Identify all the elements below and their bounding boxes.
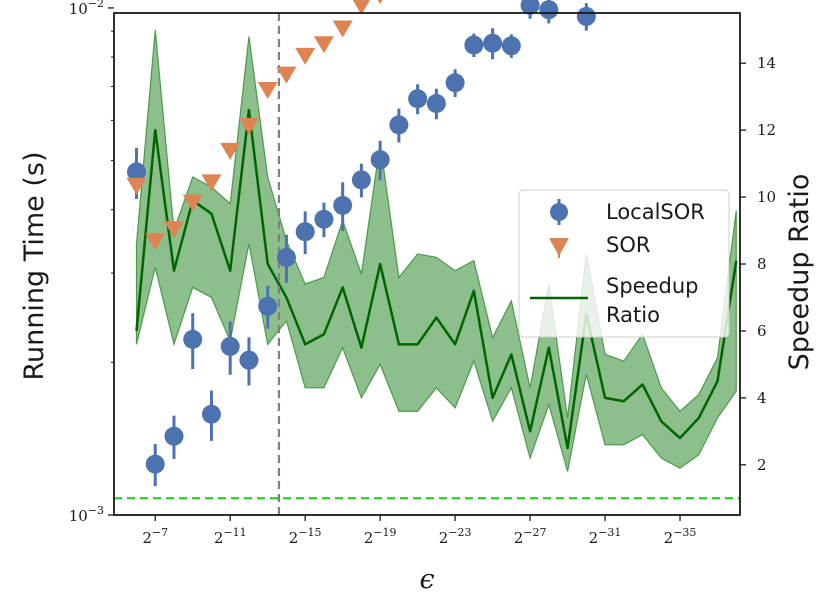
localsor-point bbox=[483, 33, 503, 53]
legend-item-localsor: LocalSOR bbox=[550, 199, 705, 225]
localsor-point bbox=[239, 350, 259, 370]
sor-point bbox=[295, 47, 316, 65]
localsor-point bbox=[445, 73, 465, 93]
legend-item-sor: SOR bbox=[549, 233, 650, 258]
legend-box bbox=[518, 189, 730, 338]
localsor-point bbox=[314, 209, 334, 229]
localsor-point bbox=[520, 0, 540, 15]
x-tick-label: 2−11 bbox=[214, 526, 247, 547]
y-right-tick-label: 10 bbox=[757, 188, 776, 206]
reference-lines bbox=[114, 13, 740, 515]
sor-point bbox=[332, 20, 353, 38]
y-left-tick-label: 10−2 bbox=[69, 0, 104, 18]
localsor-point bbox=[295, 222, 315, 242]
sor-point bbox=[238, 117, 259, 135]
x-tick-label: 2−31 bbox=[589, 526, 622, 547]
sor-point bbox=[182, 194, 203, 212]
legend-localsor-marker bbox=[550, 203, 568, 221]
localsor-point bbox=[408, 89, 428, 109]
x-axis-title: ϵ bbox=[419, 564, 434, 595]
sor-point bbox=[163, 221, 184, 239]
sor-series bbox=[126, 0, 383, 251]
localsor-point bbox=[351, 170, 371, 190]
localsor-point bbox=[389, 115, 409, 135]
sor-point bbox=[352, 0, 371, 15]
legend-ratio-label-line1: Speedup bbox=[606, 274, 698, 298]
sor-point bbox=[276, 66, 297, 84]
localsor-point bbox=[370, 150, 390, 170]
speedup-ratio-line bbox=[135, 108, 738, 450]
localsor-point bbox=[539, 0, 559, 20]
sor-point bbox=[145, 233, 166, 251]
localsor-point bbox=[501, 36, 521, 56]
x-tick-label: 2−7 bbox=[142, 526, 168, 547]
sor-point bbox=[201, 174, 222, 192]
legend-ratio-label-line2: Ratio bbox=[606, 303, 660, 327]
localsor-point bbox=[258, 296, 278, 316]
legend-localsor-label: LocalSOR bbox=[606, 200, 705, 224]
x-axis-ticks: 2−7 2−11 2−15 2−19 2−23 2−27 2−31 2−35 bbox=[142, 515, 696, 547]
sor-point bbox=[377, 0, 383, 5]
y-right-axis-ticks: 2 4 6 8 10 12 14 bbox=[740, 54, 776, 474]
localsor-point bbox=[464, 35, 484, 55]
legend-item-speedup-ratio: Speedup Ratio bbox=[530, 274, 698, 327]
y-right-tick-label: 8 bbox=[757, 255, 767, 273]
y-right-axis-title: Speedup Ratio bbox=[784, 174, 815, 371]
legend-sor-label: SOR bbox=[606, 233, 650, 257]
y-right-tick-label: 2 bbox=[757, 456, 767, 474]
y-right-tick-label: 6 bbox=[757, 322, 767, 340]
localsor-point bbox=[276, 247, 296, 267]
localsor-point bbox=[164, 426, 184, 446]
localsor-point bbox=[576, 6, 596, 26]
localsor-point bbox=[220, 336, 240, 356]
localsor-point bbox=[333, 195, 353, 215]
x-tick-label: 2−27 bbox=[514, 526, 547, 547]
y-left-axis-title: Running Time (s) bbox=[19, 151, 50, 380]
localsor-point bbox=[183, 329, 203, 349]
localsor-point bbox=[426, 93, 446, 113]
x-tick-label: 2−23 bbox=[439, 526, 472, 547]
localsor-point bbox=[145, 454, 165, 474]
speedup-ratio-series bbox=[135, 108, 738, 450]
y-left-axis-ticks: 10−3 10−2 bbox=[69, 0, 114, 525]
x-tick-label: 2−35 bbox=[664, 526, 697, 547]
legend: LocalSOR SOR Speedup Ratio bbox=[518, 189, 730, 338]
y-right-tick-label: 4 bbox=[757, 389, 767, 407]
sor-point bbox=[313, 36, 334, 54]
localsor-point bbox=[201, 404, 221, 424]
sor-point bbox=[257, 82, 278, 100]
y-left-tick-label: 10−3 bbox=[69, 504, 104, 525]
y-right-tick-label: 12 bbox=[757, 121, 776, 139]
sor-point bbox=[220, 142, 241, 160]
sor-point bbox=[126, 177, 147, 195]
x-tick-label: 2−15 bbox=[289, 526, 322, 547]
y-right-tick-label: 14 bbox=[757, 54, 776, 72]
x-tick-label: 2−19 bbox=[364, 526, 397, 547]
localsor-point bbox=[126, 162, 146, 182]
